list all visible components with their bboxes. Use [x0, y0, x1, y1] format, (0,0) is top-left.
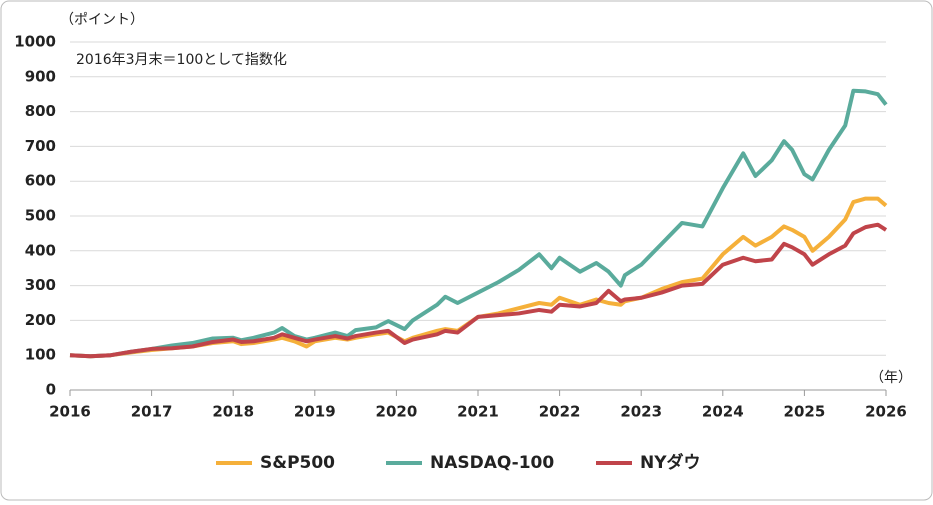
x-tick-label: 2026 — [865, 403, 907, 421]
y-tick-label: 100 — [25, 346, 56, 364]
y-tick-label: 500 — [25, 207, 56, 225]
x-tick-label: 2021 — [457, 403, 499, 421]
y-tick-label: 0 — [46, 381, 56, 399]
x-tick-label: 2022 — [539, 403, 581, 421]
annotation: 2016年3月末＝100として指数化 — [76, 52, 287, 68]
y-axis-label: （ポイント） — [60, 12, 144, 28]
legend-label: S&P500 — [260, 453, 335, 473]
y-tick-label: 700 — [25, 137, 56, 155]
legend-label: NASDAQ-100 — [430, 453, 554, 473]
series-line — [69, 222, 888, 359]
y-tick-label: 400 — [25, 241, 56, 259]
x-axis-label: （年） — [870, 370, 912, 386]
x-tick-label: 2018 — [212, 403, 254, 421]
y-tick-label: 200 — [25, 311, 56, 329]
y-tick-label: 600 — [25, 172, 56, 190]
x-tick-label: 2024 — [702, 403, 744, 421]
legend-label: NYダウ — [640, 452, 701, 473]
y-tick-label: 300 — [25, 276, 56, 294]
x-tick-label: 2019 — [294, 403, 336, 421]
y-tick-label: 900 — [25, 67, 56, 85]
x-tick-label: 2025 — [784, 403, 826, 421]
x-tick-label: 2017 — [131, 403, 173, 421]
x-tick-label: 2023 — [620, 403, 662, 421]
x-tick-label: 2016 — [49, 403, 91, 421]
y-tick-label: 800 — [25, 102, 56, 120]
y-tick-label: 1000 — [14, 33, 56, 51]
x-tick-label: 2020 — [376, 403, 418, 421]
